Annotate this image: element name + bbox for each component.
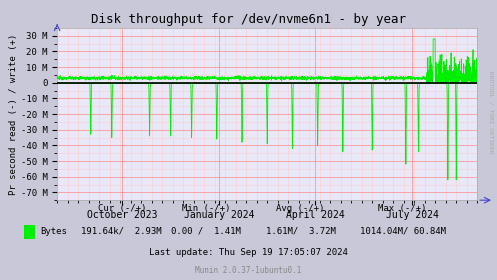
Text: 1014.04M/ 60.84M: 1014.04M/ 60.84M <box>359 227 446 236</box>
Text: Avg (-/+): Avg (-/+) <box>276 204 325 213</box>
Text: Cur (-/+): Cur (-/+) <box>97 204 146 213</box>
Text: Min (-/+): Min (-/+) <box>182 204 231 213</box>
Text: Max (-/+): Max (-/+) <box>378 204 427 213</box>
Text: 0.00 /  1.41M: 0.00 / 1.41M <box>171 227 241 236</box>
Text: Munin 2.0.37-1ubuntu0.1: Munin 2.0.37-1ubuntu0.1 <box>195 266 302 275</box>
Y-axis label: Pr second read (-) / write (+): Pr second read (-) / write (+) <box>9 34 18 195</box>
Text: RRDTOOL / TOBI OETIKER: RRDTOOL / TOBI OETIKER <box>489 71 494 153</box>
Text: Bytes: Bytes <box>40 227 67 236</box>
Text: 191.64k/  2.93M: 191.64k/ 2.93M <box>82 227 162 236</box>
Text: 1.61M/  3.72M: 1.61M/ 3.72M <box>266 227 335 236</box>
Text: Disk throughput for /dev/nvme6n1 - by year: Disk throughput for /dev/nvme6n1 - by ye… <box>91 13 406 25</box>
Text: Last update: Thu Sep 19 17:05:07 2024: Last update: Thu Sep 19 17:05:07 2024 <box>149 248 348 257</box>
